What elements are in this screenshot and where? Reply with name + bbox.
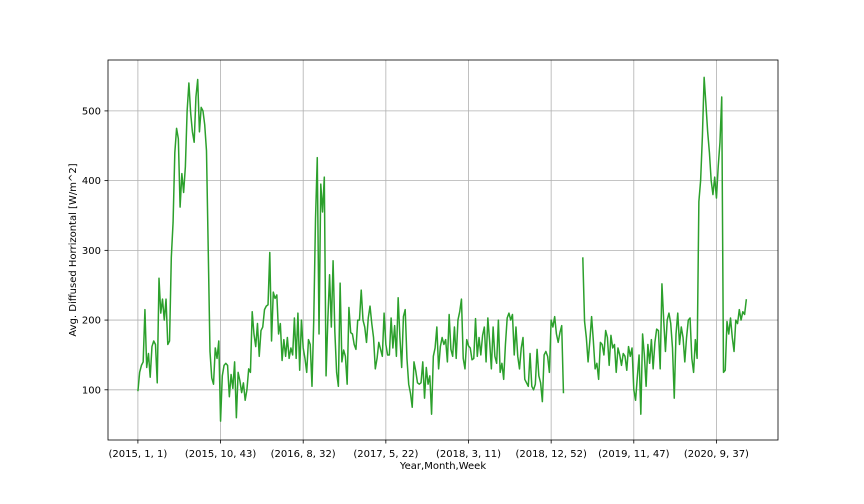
- series-line-0: [137, 76, 748, 422]
- y-tick-label: 200: [82, 316, 101, 327]
- y-axis-label: Avg. Diffused Horrizontal [W/m^2]: [68, 163, 79, 336]
- x-tick-label: (2020, 9, 37): [684, 449, 749, 460]
- y-tick-label: 500: [82, 106, 101, 117]
- x-tick-label: (2019, 11, 47): [598, 449, 670, 460]
- x-tick-label: (2017, 5, 22): [353, 449, 418, 460]
- ticks: (2015, 1, 1) (2015, 10, 43) (2016, 8, 32) (…: [82, 106, 749, 460]
- series-layer: [137, 76, 748, 422]
- y-tick-label: 400: [82, 176, 101, 187]
- x-tick-label: (2016, 8, 32): [271, 449, 336, 460]
- grid: [108, 60, 778, 440]
- x-axis-label: Year,Month,Week: [399, 461, 486, 472]
- y-tick-label: 300: [82, 246, 101, 257]
- x-tick-label: (2015, 10, 43): [185, 449, 257, 460]
- y-tick-label: 100: [82, 385, 101, 396]
- x-tick-label: (2015, 1, 1): [109, 449, 168, 460]
- x-tick-label: (2018, 12, 52): [515, 449, 587, 460]
- x-tick-label: (2018, 3, 11): [436, 449, 501, 460]
